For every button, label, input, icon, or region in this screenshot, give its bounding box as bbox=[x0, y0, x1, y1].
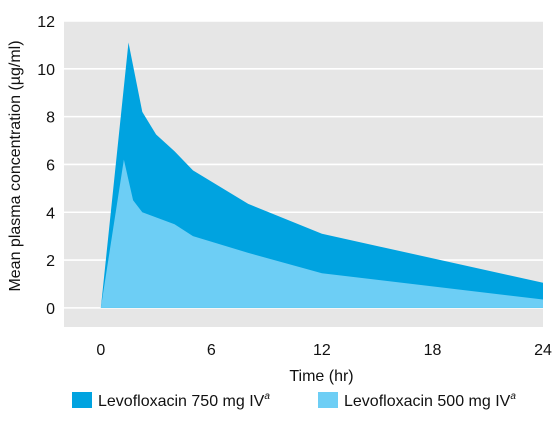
x-axis-title: Time (hr) bbox=[289, 368, 353, 385]
legend-label: Levofloxacin 500 mg IVa bbox=[344, 391, 516, 410]
series-area-0 bbox=[100, 42, 543, 308]
legend-swatch bbox=[318, 392, 338, 408]
y-axis-title: Mean plasma concentration (µg/ml) bbox=[7, 40, 24, 291]
legend-label: Levofloxacin 750 mg IVa bbox=[98, 391, 270, 410]
x-tick-label: 18 bbox=[424, 342, 442, 359]
y-tick-label: 2 bbox=[46, 253, 55, 270]
x-axis-ticks: 0 6 12 18 24 bbox=[96, 342, 552, 359]
y-tick-label: 0 bbox=[46, 301, 55, 318]
x-tick-label: 6 bbox=[207, 342, 216, 359]
y-tick-label: 12 bbox=[37, 14, 55, 31]
y-axis-ticks: 0 2 4 6 8 10 12 bbox=[37, 14, 55, 318]
series-area-1 bbox=[100, 159, 543, 308]
x-tick-label: 0 bbox=[96, 342, 105, 359]
legend: Levofloxacin 750 mg IVa Levofloxacin 500 … bbox=[72, 391, 516, 410]
x-tick-label: 24 bbox=[534, 342, 552, 359]
x-tick-label: 12 bbox=[313, 342, 331, 359]
y-tick-label: 4 bbox=[46, 205, 55, 222]
y-tick-label: 10 bbox=[37, 62, 55, 79]
y-tick-label: 8 bbox=[46, 110, 55, 127]
y-tick-label: 6 bbox=[46, 157, 55, 174]
legend-swatch bbox=[72, 392, 92, 408]
series-areas bbox=[100, 42, 543, 308]
